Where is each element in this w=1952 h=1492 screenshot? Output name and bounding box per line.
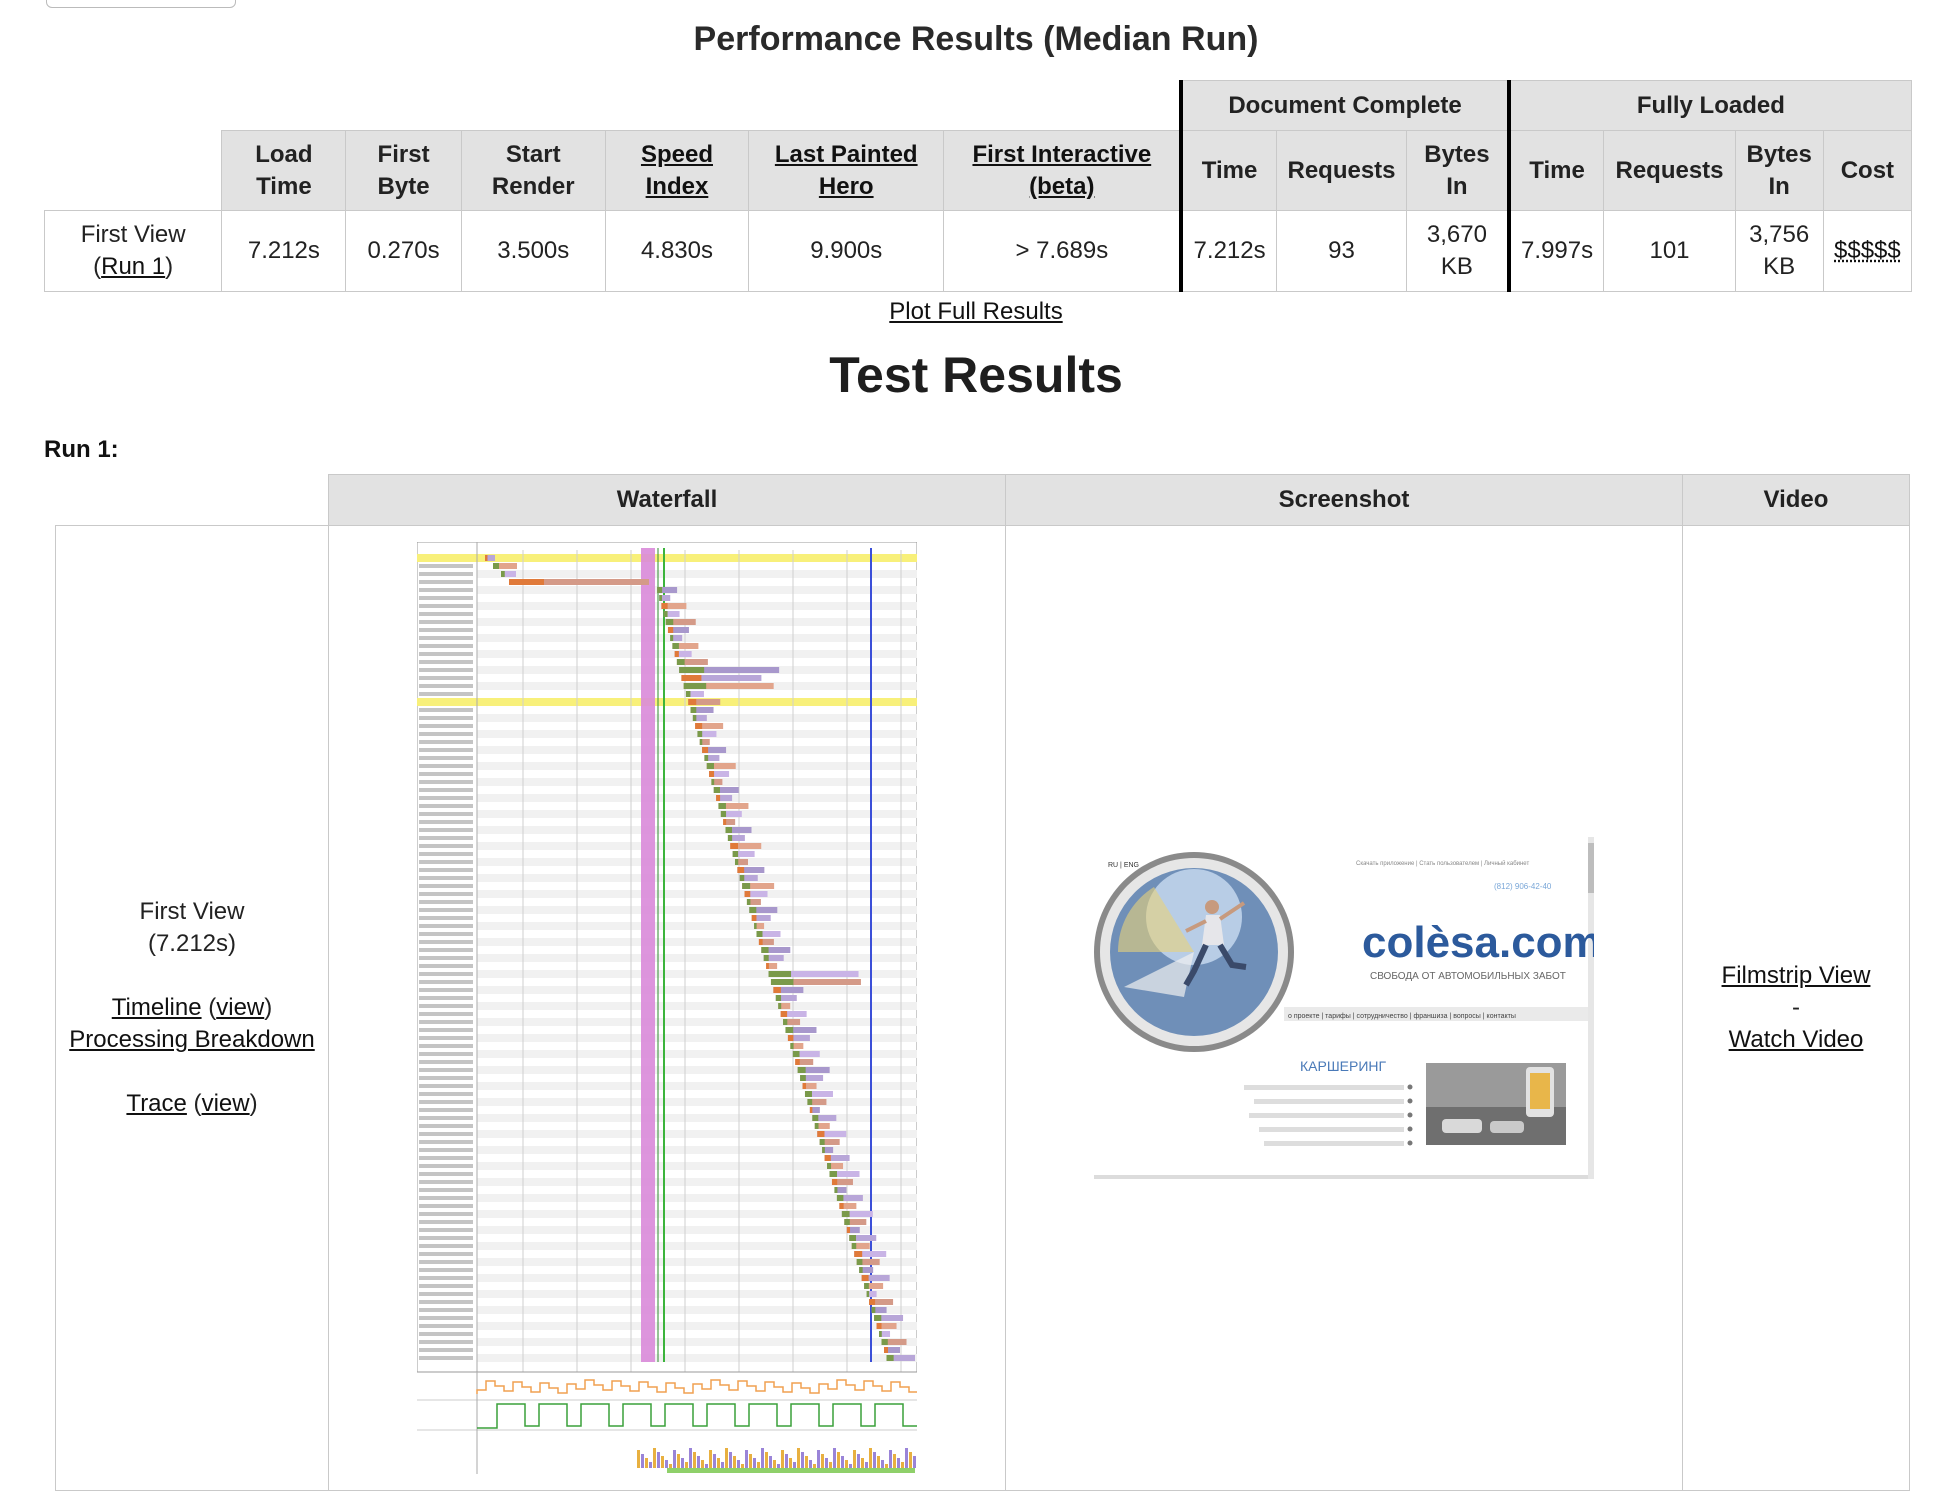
plot-full-results-row: Plot Full Results: [0, 298, 1952, 326]
value-first-interactive: > 7.689s: [943, 210, 1182, 292]
value-full-time: 7.997s: [1506, 210, 1605, 292]
col-waterfall: Waterfall: [328, 474, 1006, 526]
col-doc-bytes: Bytes In: [1406, 130, 1510, 211]
col-full-requests: Requests: [1603, 130, 1736, 211]
svg-text:Скачать приложение | Стать пол: Скачать приложение | Стать пользователем…: [1356, 860, 1529, 867]
svg-text:(812) 906-42-40: (812) 906-42-40: [1494, 882, 1552, 891]
col-first-interactive: First Interactive (beta): [943, 130, 1182, 211]
col-load-time: Load Time: [221, 130, 347, 211]
col-screenshot: Screenshot: [1005, 474, 1683, 526]
value-speed-index: 4.830s: [604, 210, 750, 292]
processing-breakdown-link[interactable]: Processing Breakdown: [69, 1026, 315, 1053]
value-full-requests: 101: [1603, 210, 1736, 292]
first-interactive-link[interactable]: First Interactive (beta): [972, 140, 1152, 200]
col-doc-requests: Requests: [1275, 130, 1408, 211]
value-doc-time: 7.212s: [1179, 210, 1277, 292]
group-fully-loaded: Fully Loaded: [1506, 80, 1912, 131]
table-row: First View (Run 1) 7.212s 0.270s 3.500s 4…: [43, 210, 1913, 292]
value-load-time: 7.212s: [221, 210, 347, 292]
results-table: Waterfall Screenshot Video First View (7…: [55, 474, 1910, 1491]
svg-text:RU | ENG: RU | ENG: [1108, 862, 1139, 869]
col-video: Video: [1682, 474, 1910, 526]
value-last-painted-hero: 9.900s: [748, 210, 945, 292]
performance-table: Document Complete Fully Loaded Load Time …: [43, 80, 1913, 292]
first-view-time: (7.212s): [147, 930, 237, 957]
group-document-complete: Document Complete: [1179, 80, 1510, 131]
col-full-bytes: Bytes In: [1734, 130, 1824, 211]
value-start-render: 3.500s: [460, 210, 606, 292]
col-full-time: Time: [1506, 130, 1605, 211]
table-row: First View (7.212s) Timeline (view) Proc…: [55, 525, 1910, 1491]
col-last-painted-hero: Last Painted Hero: [748, 130, 945, 211]
value-full-bytes: 3,756 KB: [1734, 210, 1824, 292]
video-separator: -: [1792, 994, 1800, 1021]
col-doc-time: Time: [1179, 130, 1277, 211]
test-results-title: Test Results: [829, 347, 1123, 403]
col-start-render: Start Render: [460, 130, 606, 211]
col-speed-index: Speed Index: [604, 130, 750, 211]
waterfall-image[interactable]: [417, 542, 917, 1474]
last-painted-hero-link[interactable]: Last Painted Hero: [774, 140, 918, 200]
first-view-cell: First View (7.212s) Timeline (view) Proc…: [55, 525, 329, 1491]
trace-row: Trace (view): [126, 1090, 258, 1117]
col-first-byte: First Byte: [345, 130, 462, 211]
screenshot-tagline: СВОБОДА ОТ АВТОМОБИЛЬНЫХ ЗАБОТ: [1370, 971, 1566, 982]
run-1-link[interactable]: Run 1: [101, 253, 166, 280]
speed-index-link[interactable]: Speed Index: [640, 140, 713, 200]
value-cost: $$$$$: [1822, 210, 1913, 292]
svg-text:о проекте | тарифы | сотруднич: о проекте | тарифы | сотрудничество | фр…: [1288, 1013, 1516, 1020]
screenshot-logo: colèsa.com: [1362, 918, 1594, 967]
timeline-view-link[interactable]: view: [216, 994, 265, 1021]
video-cell: Filmstrip View - Watch Video: [1682, 525, 1910, 1491]
screenshot-section: КАРШЕРИНГ: [1300, 1058, 1387, 1074]
trace-view-link[interactable]: view: [201, 1090, 250, 1117]
header-corner: [44, 130, 222, 211]
watch-video-link[interactable]: Watch Video: [1728, 1026, 1864, 1053]
header-spacer: [44, 80, 1182, 131]
value-doc-requests: 93: [1275, 210, 1408, 292]
run-label: Run 1:: [44, 436, 119, 463]
first-view-label: First View: [139, 898, 245, 925]
plot-full-results-link[interactable]: Plot Full Results: [889, 298, 1063, 325]
performance-title: Performance Results (Median Run): [693, 20, 1259, 58]
col-cost: Cost: [1822, 130, 1913, 211]
page-screenshot[interactable]: RU | ENG Скачать приложение | Стать поль…: [1094, 837, 1594, 1179]
results-header-spacer: [55, 474, 329, 526]
cost-link[interactable]: $$$$$: [1834, 237, 1901, 264]
screenshot-cell: RU | ENG Скачать приложение | Стать поль…: [1005, 525, 1683, 1491]
timeline-link[interactable]: Timeline: [111, 994, 202, 1021]
value-doc-bytes: 3,670 KB: [1406, 210, 1510, 292]
waterfall-cell: [328, 525, 1006, 1491]
value-first-byte: 0.270s: [345, 210, 462, 292]
trace-link[interactable]: Trace: [126, 1090, 187, 1117]
top-control-stub: [46, 0, 236, 8]
filmstrip-view-link[interactable]: Filmstrip View: [1721, 962, 1871, 989]
timeline-row: Timeline (view): [111, 994, 273, 1021]
row-label: First View (Run 1): [43, 210, 223, 292]
